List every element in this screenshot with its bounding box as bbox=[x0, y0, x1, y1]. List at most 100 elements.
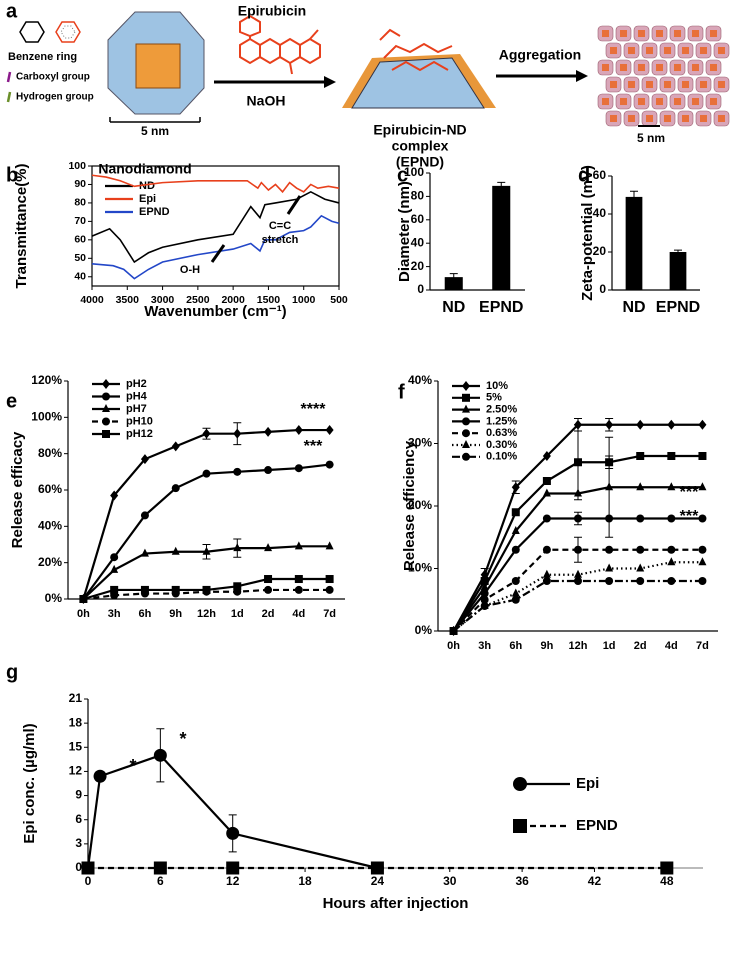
panel-label: d bbox=[578, 164, 590, 186]
marker bbox=[574, 577, 582, 585]
marker bbox=[110, 585, 119, 594]
marker bbox=[636, 563, 645, 572]
marker bbox=[636, 577, 645, 585]
error-bar bbox=[497, 181, 506, 190]
y-tick-label: 3 bbox=[75, 836, 82, 850]
particle-core bbox=[718, 115, 725, 122]
marker bbox=[110, 490, 119, 501]
arrowhead bbox=[576, 70, 588, 82]
hydrogen-icon bbox=[6, 91, 12, 103]
marker bbox=[605, 482, 614, 491]
marker bbox=[574, 569, 582, 578]
drug-name: Epirubicin bbox=[238, 3, 306, 19]
annotation: * bbox=[179, 729, 186, 749]
x-tick-label: 0 bbox=[85, 874, 92, 888]
particle-core bbox=[646, 115, 653, 122]
x-tick-label: 9h bbox=[169, 608, 182, 620]
marker bbox=[698, 452, 707, 460]
series-line bbox=[91, 174, 340, 194]
marker bbox=[233, 543, 242, 552]
y-tick-label: 20% bbox=[408, 498, 432, 512]
legend-marker bbox=[513, 777, 527, 791]
legend-label: 5% bbox=[486, 392, 502, 404]
scale-text: 5 nm bbox=[637, 131, 665, 145]
reagent: NaOH bbox=[247, 93, 286, 109]
marker bbox=[325, 425, 334, 436]
error-bar bbox=[630, 190, 638, 204]
legend-marker bbox=[102, 392, 110, 401]
legend-label: Epi bbox=[139, 193, 156, 205]
particle-core bbox=[656, 30, 663, 37]
particle-core bbox=[638, 98, 645, 105]
x-tick-label: 12h bbox=[197, 608, 216, 620]
schematic: a Benzene ring Carboxyl group Hydrogen g… bbox=[6, 0, 730, 177]
plot-frame bbox=[91, 165, 340, 287]
particle-core bbox=[628, 115, 635, 122]
marker bbox=[542, 488, 551, 497]
marker bbox=[605, 514, 614, 523]
benzene-icon bbox=[60, 25, 76, 39]
marker bbox=[110, 564, 119, 573]
panel-label: c bbox=[397, 164, 408, 186]
bar bbox=[492, 185, 511, 290]
x-tick-label: 7d bbox=[696, 640, 709, 652]
y-tick-label: 30% bbox=[408, 436, 432, 450]
marker bbox=[226, 826, 240, 840]
x-tick-label: 3h bbox=[108, 608, 121, 620]
marker bbox=[636, 545, 645, 554]
marker bbox=[233, 428, 242, 439]
series-line bbox=[452, 579, 703, 632]
particle-core bbox=[620, 98, 627, 105]
y-tick-label: 15 bbox=[69, 739, 83, 753]
marker bbox=[511, 577, 520, 585]
marker bbox=[667, 452, 676, 460]
marker bbox=[511, 545, 520, 554]
x-tick-label: 6h bbox=[139, 608, 152, 620]
error-bar bbox=[674, 249, 682, 255]
x-axis-label: Wavenumber (cm⁻¹) bbox=[144, 303, 286, 320]
legend-label: pH4 bbox=[126, 390, 148, 402]
marker bbox=[660, 861, 674, 875]
marker bbox=[325, 460, 334, 469]
particle-core bbox=[646, 47, 653, 54]
marker bbox=[636, 482, 645, 491]
marker bbox=[370, 861, 384, 875]
particle-core bbox=[692, 98, 699, 105]
y-tick-label: 80 bbox=[74, 197, 86, 209]
marker bbox=[698, 482, 707, 491]
marker bbox=[110, 553, 119, 562]
legend-text: Hydrogen group bbox=[16, 92, 94, 103]
legend-marker bbox=[513, 819, 527, 833]
y-tick-label: 21 bbox=[69, 691, 83, 705]
legend-text: Carboxyl group bbox=[16, 72, 90, 83]
carboxyl-icon bbox=[6, 71, 12, 83]
marker bbox=[449, 627, 458, 635]
x-tick-label: ND bbox=[442, 299, 465, 316]
y-tick-label: 12 bbox=[69, 764, 83, 778]
marker bbox=[605, 545, 614, 554]
marker bbox=[636, 452, 645, 460]
y-tick-label: 100 bbox=[68, 160, 86, 172]
marker bbox=[171, 546, 180, 555]
x-tick-label: ND bbox=[622, 299, 645, 316]
legend-marker bbox=[462, 404, 470, 413]
particle-core bbox=[682, 81, 689, 88]
marker bbox=[636, 514, 645, 523]
marker bbox=[574, 488, 582, 497]
marker bbox=[226, 861, 240, 875]
legend-marker bbox=[462, 393, 470, 402]
x-tick-label: 2500 bbox=[186, 294, 210, 306]
x-tick-label: 4d bbox=[665, 640, 678, 652]
marker bbox=[294, 464, 303, 473]
legend-label: ND bbox=[139, 180, 155, 192]
marker bbox=[574, 545, 582, 554]
marker bbox=[605, 563, 614, 572]
marker bbox=[140, 511, 149, 520]
y-tick-label: 0% bbox=[415, 623, 433, 637]
legend-label: 0.10% bbox=[486, 451, 517, 463]
marker bbox=[480, 602, 489, 610]
y-axis-label: Release efficiency bbox=[401, 440, 418, 571]
marker bbox=[294, 425, 303, 436]
caption: Epirubicin-ND bbox=[373, 122, 466, 138]
particle-core bbox=[602, 98, 609, 105]
